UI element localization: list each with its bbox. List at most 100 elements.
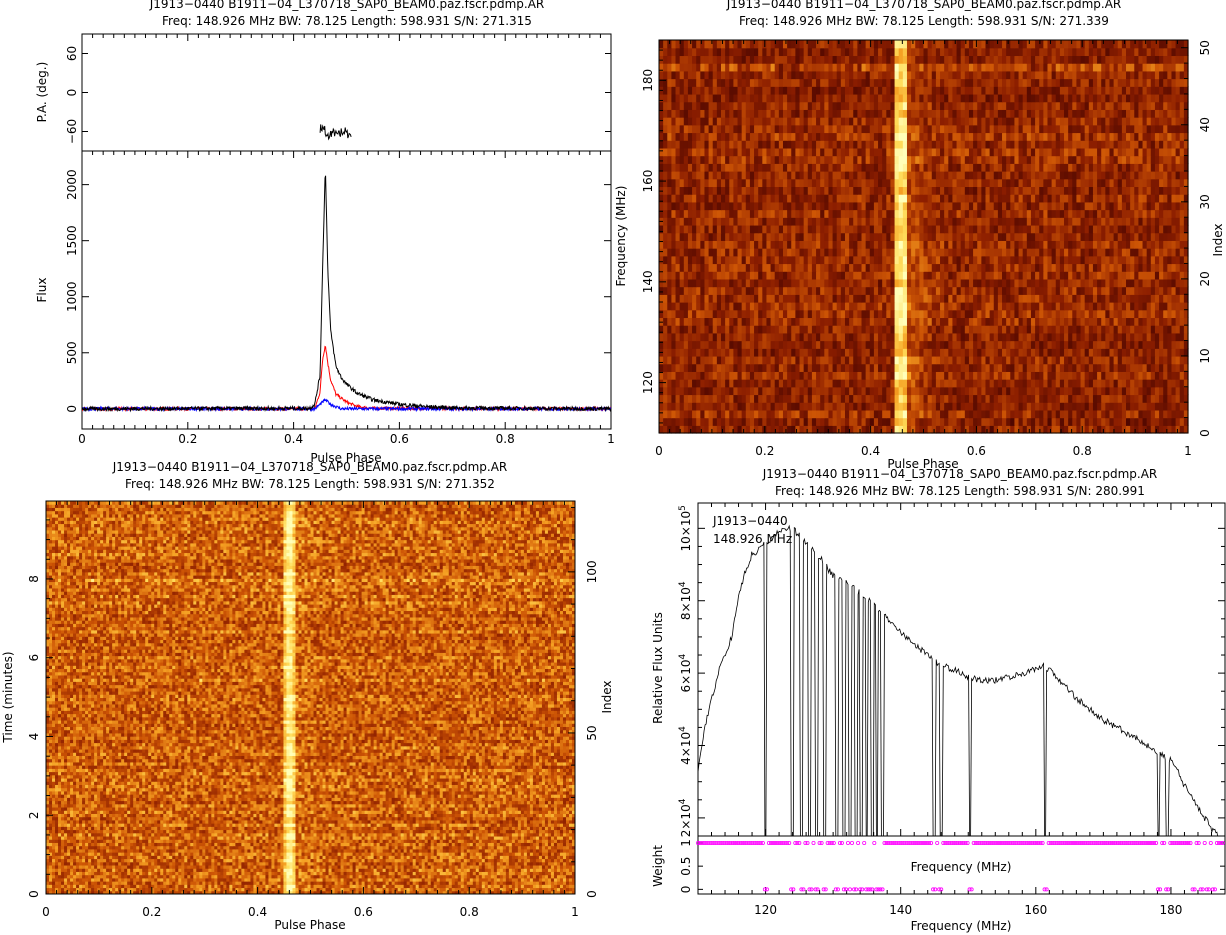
freq-phase-cell	[1167, 163, 1173, 172]
freq-phase-cell	[766, 194, 772, 203]
freq-phase-cell	[973, 209, 978, 218]
freq-phase-cell	[675, 186, 681, 195]
freq-phase-cell	[1026, 309, 1032, 319]
freq-phase-cell	[1022, 232, 1028, 241]
freq-phase-cell	[828, 209, 834, 218]
freq-phase-cell	[956, 286, 962, 295]
freq-phase-cell	[931, 340, 937, 349]
freq-phase-cell	[1134, 286, 1139, 295]
freq-phase-cell	[791, 394, 796, 403]
freq-phase-cell	[849, 155, 854, 164]
freq-phase-cell	[687, 271, 693, 280]
freq-phase-cell	[824, 294, 830, 303]
freq-phase-cell	[1022, 171, 1028, 180]
freq-phase-cell	[687, 224, 693, 234]
freq-phase-cell	[828, 409, 834, 419]
freq-phase-cell	[720, 263, 726, 272]
freq-phase-cell	[1080, 371, 1086, 380]
freq-phase-cell	[1043, 248, 1049, 257]
freq-phase-cell	[816, 155, 821, 164]
freq-phase-cell	[840, 286, 846, 295]
freq-phase-cell	[935, 194, 941, 203]
freq-phase-cell	[729, 255, 734, 265]
freq-phase-cell	[1142, 178, 1148, 188]
freq-phase-cell	[762, 302, 768, 311]
freq-phase-cell	[894, 386, 900, 396]
freq-phase-cell	[741, 178, 747, 188]
freq-phase-cell	[1006, 155, 1011, 164]
freq-phase-cell	[1055, 217, 1061, 226]
freq-phase-cell	[1092, 379, 1098, 388]
freq-phase-cell	[770, 255, 776, 265]
freq-phase-cell	[993, 217, 999, 226]
freq-phase-cell	[1171, 171, 1177, 180]
freq-phase-cell	[811, 232, 817, 241]
freq-phase-cell	[782, 163, 788, 172]
freq-phase-cell	[1068, 263, 1073, 272]
freq-phase-cell	[898, 317, 904, 326]
freq-phase-cell	[741, 171, 747, 180]
freq-phase-cell	[1113, 363, 1119, 372]
freq-phase-cell	[1142, 232, 1148, 241]
freq-phase-cell	[799, 309, 805, 319]
freq-phase-cell	[663, 409, 668, 419]
freq-phase-cell	[708, 363, 714, 372]
freq-phase-cell	[787, 263, 792, 272]
freq-phase-cell	[712, 194, 718, 203]
freq-phase-cell	[795, 317, 801, 326]
freq-phase-cell	[935, 294, 941, 303]
freq-phase-cell	[923, 363, 929, 372]
freq-phase-cell	[1010, 217, 1016, 226]
freq-phase-cell	[725, 425, 730, 434]
freq-phase-cell	[782, 232, 788, 241]
freq-phase-cell	[1080, 317, 1086, 326]
freq-phase-cell	[960, 286, 966, 295]
freq-phase-cell	[741, 224, 747, 234]
freq-phase-cell	[782, 355, 788, 365]
freq-phase-cell	[749, 140, 755, 149]
freq-phase-cell	[1018, 402, 1024, 411]
freq-phase-cell	[1121, 309, 1127, 319]
freq-phase-cell	[1088, 332, 1094, 342]
freq-phase-cell	[1018, 224, 1024, 234]
freq-phase-cell	[712, 309, 718, 319]
freq-phase-cell	[766, 371, 772, 380]
freq-phase-cell	[1047, 409, 1053, 419]
freq-phase-cell	[844, 309, 850, 319]
freq-phase-cell	[1022, 248, 1028, 257]
freq-phase-cell	[1150, 309, 1156, 319]
freq-phase-cell	[1130, 155, 1135, 164]
freq-phase-cell	[878, 263, 883, 272]
freq-phase-cell	[960, 332, 966, 342]
freq-phase-cell	[733, 302, 739, 311]
freq-phase-cell	[1121, 171, 1127, 180]
freq-phase-cell	[997, 309, 1003, 319]
freq-phase-cell	[902, 409, 908, 419]
freq-phase-cell	[919, 255, 925, 265]
freq-phase-cell	[766, 147, 772, 157]
freq-phase-cell	[692, 394, 697, 403]
freq-phase-cell	[778, 294, 784, 303]
freq-phase-cell	[791, 240, 796, 249]
freq-phase-cell	[853, 340, 858, 349]
freq-phase-cell	[712, 278, 718, 288]
freq-phase-cell	[799, 201, 805, 211]
freq-phase-cell	[865, 309, 871, 319]
freq-phase-cell	[1097, 217, 1102, 226]
freq-phase-cell	[1014, 248, 1020, 257]
freq-phase-cell	[692, 255, 697, 265]
freq-phase-cell	[849, 325, 854, 334]
freq-phase-cell	[1018, 371, 1024, 380]
freq-phase-cell	[952, 394, 958, 403]
freq-phase-cell	[1117, 201, 1123, 211]
freq-phase-cell	[898, 255, 904, 265]
freq-phase-cell	[774, 309, 780, 319]
freq-phase-cell	[692, 379, 697, 388]
freq-phase-cell	[679, 263, 685, 272]
freq-phase-cell	[1006, 386, 1011, 396]
freq-phase-cell	[1014, 371, 1020, 380]
freq-phase-cell	[906, 363, 912, 372]
freq-phase-cell	[931, 379, 937, 388]
freq-phase-cell	[663, 348, 668, 357]
freq-phase-cell	[1101, 302, 1106, 311]
